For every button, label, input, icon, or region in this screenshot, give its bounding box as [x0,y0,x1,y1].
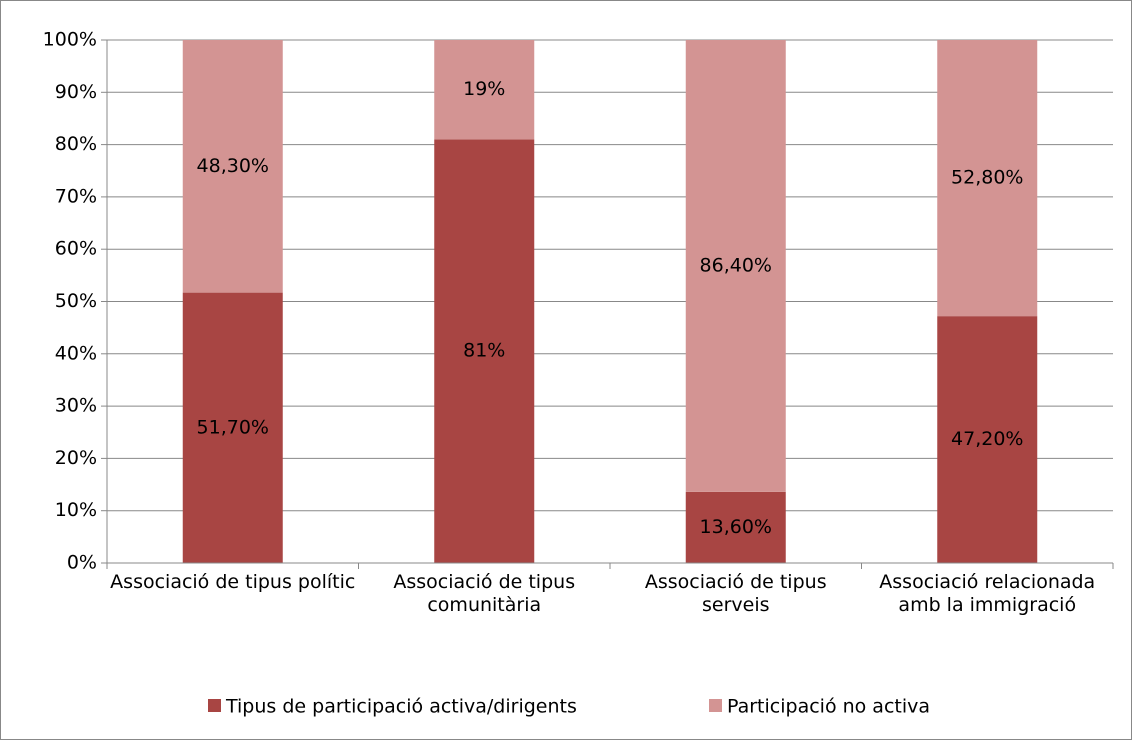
data-label: 13,60% [700,516,772,538]
x-label-box: Associació relacionada amb la immigració [879,571,1096,616]
data-label: 81% [463,340,505,362]
y-tick-label: 30% [55,395,97,417]
y-tick-label: 70% [55,185,97,207]
data-label: 48,30% [197,155,269,177]
bar-segment [937,40,1038,317]
y-tick-label: 20% [55,447,97,469]
legend-label: Participació no activa [727,696,930,718]
bar-segment [182,292,283,563]
y-tick-label: 10% [55,499,97,521]
x-label-box: Associació de tipus serveis [644,571,827,616]
y-tick-label: 40% [55,342,97,364]
x-tick-label: Associació de tipus polític [110,571,356,593]
data-label: 52,80% [951,167,1023,189]
x-label-box: Associació de tipus comunitària [393,571,576,616]
y-tick-label: 90% [55,81,97,103]
x-label-box: Associació de tipus polític [110,571,356,593]
legend-swatch [709,699,722,712]
y-tick-label: 80% [55,133,97,155]
x-tick-label: Associació relacionada amb la immigració [879,571,1096,616]
legend-swatch [208,699,221,712]
y-tick-label: 100% [43,29,97,51]
bar-segment [182,40,283,293]
legend-label: Tipus de participació activa/dirigents [225,696,577,718]
x-tick-label: Associació de tipus serveis [644,571,827,616]
data-label: 86,40% [700,254,772,276]
bar-segment [937,316,1038,563]
y-tick-label: 60% [55,238,97,260]
data-label: 51,70% [197,416,269,438]
bar-segment [685,40,786,492]
y-tick-label: 0% [67,552,97,574]
data-label: 19% [463,78,505,100]
x-tick-label: Associació de tipus comunitària [393,571,576,616]
bar-segment [685,491,786,563]
bar-segment [434,40,535,140]
bar-segment [434,139,535,563]
data-label: 47,20% [951,428,1023,450]
y-tick-label: 50% [55,290,97,312]
